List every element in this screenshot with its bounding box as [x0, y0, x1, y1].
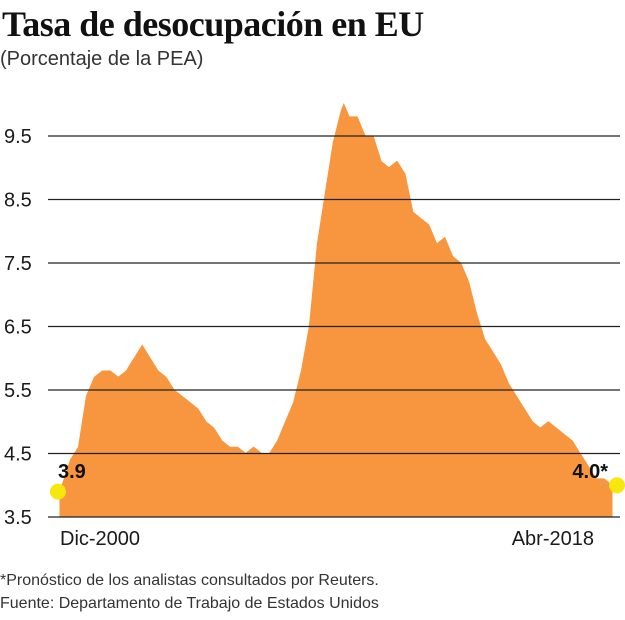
- source-footnote: Fuente: Departamento de Trabajo de Estad…: [0, 595, 379, 612]
- y-tick-label: 5.5: [4, 380, 32, 402]
- y-tick-label: 4.5: [4, 444, 32, 466]
- forecast-footnote: *Pronóstico de los analistas consultados…: [0, 572, 379, 589]
- x-tick-label-end: Abr-2018: [512, 528, 594, 550]
- unemployment-area: [59, 102, 613, 518]
- x-axis-ticks: Dic-2000 Abr-2018: [60, 528, 594, 550]
- y-axis-ticks: 3.5 4.5 5.5 6.5 7.5 8.5 9.5: [4, 126, 32, 529]
- y-tick-label: 3.5: [4, 507, 32, 529]
- area-layer: [59, 102, 613, 518]
- x-tick-label-start: Dic-2000: [60, 528, 140, 550]
- start-value-label: 3.9: [58, 461, 86, 483]
- gridlines: [48, 135, 620, 518]
- start-point-marker: [50, 483, 66, 500]
- y-tick-label: 9.5: [4, 126, 32, 148]
- endpoint-markers: [50, 477, 625, 500]
- y-tick-label: 6.5: [4, 317, 32, 339]
- end-value-label: 4.0*: [572, 461, 608, 483]
- end-point-marker: [609, 477, 625, 494]
- chart-title: Tasa de desocupación en EU: [2, 4, 424, 44]
- y-tick-label: 8.5: [4, 190, 32, 212]
- chart-subtitle: (Porcentaje de la PEA): [0, 48, 204, 70]
- y-tick-label: 7.5: [4, 253, 32, 275]
- value-annotations: 3.9 4.0*: [58, 461, 608, 483]
